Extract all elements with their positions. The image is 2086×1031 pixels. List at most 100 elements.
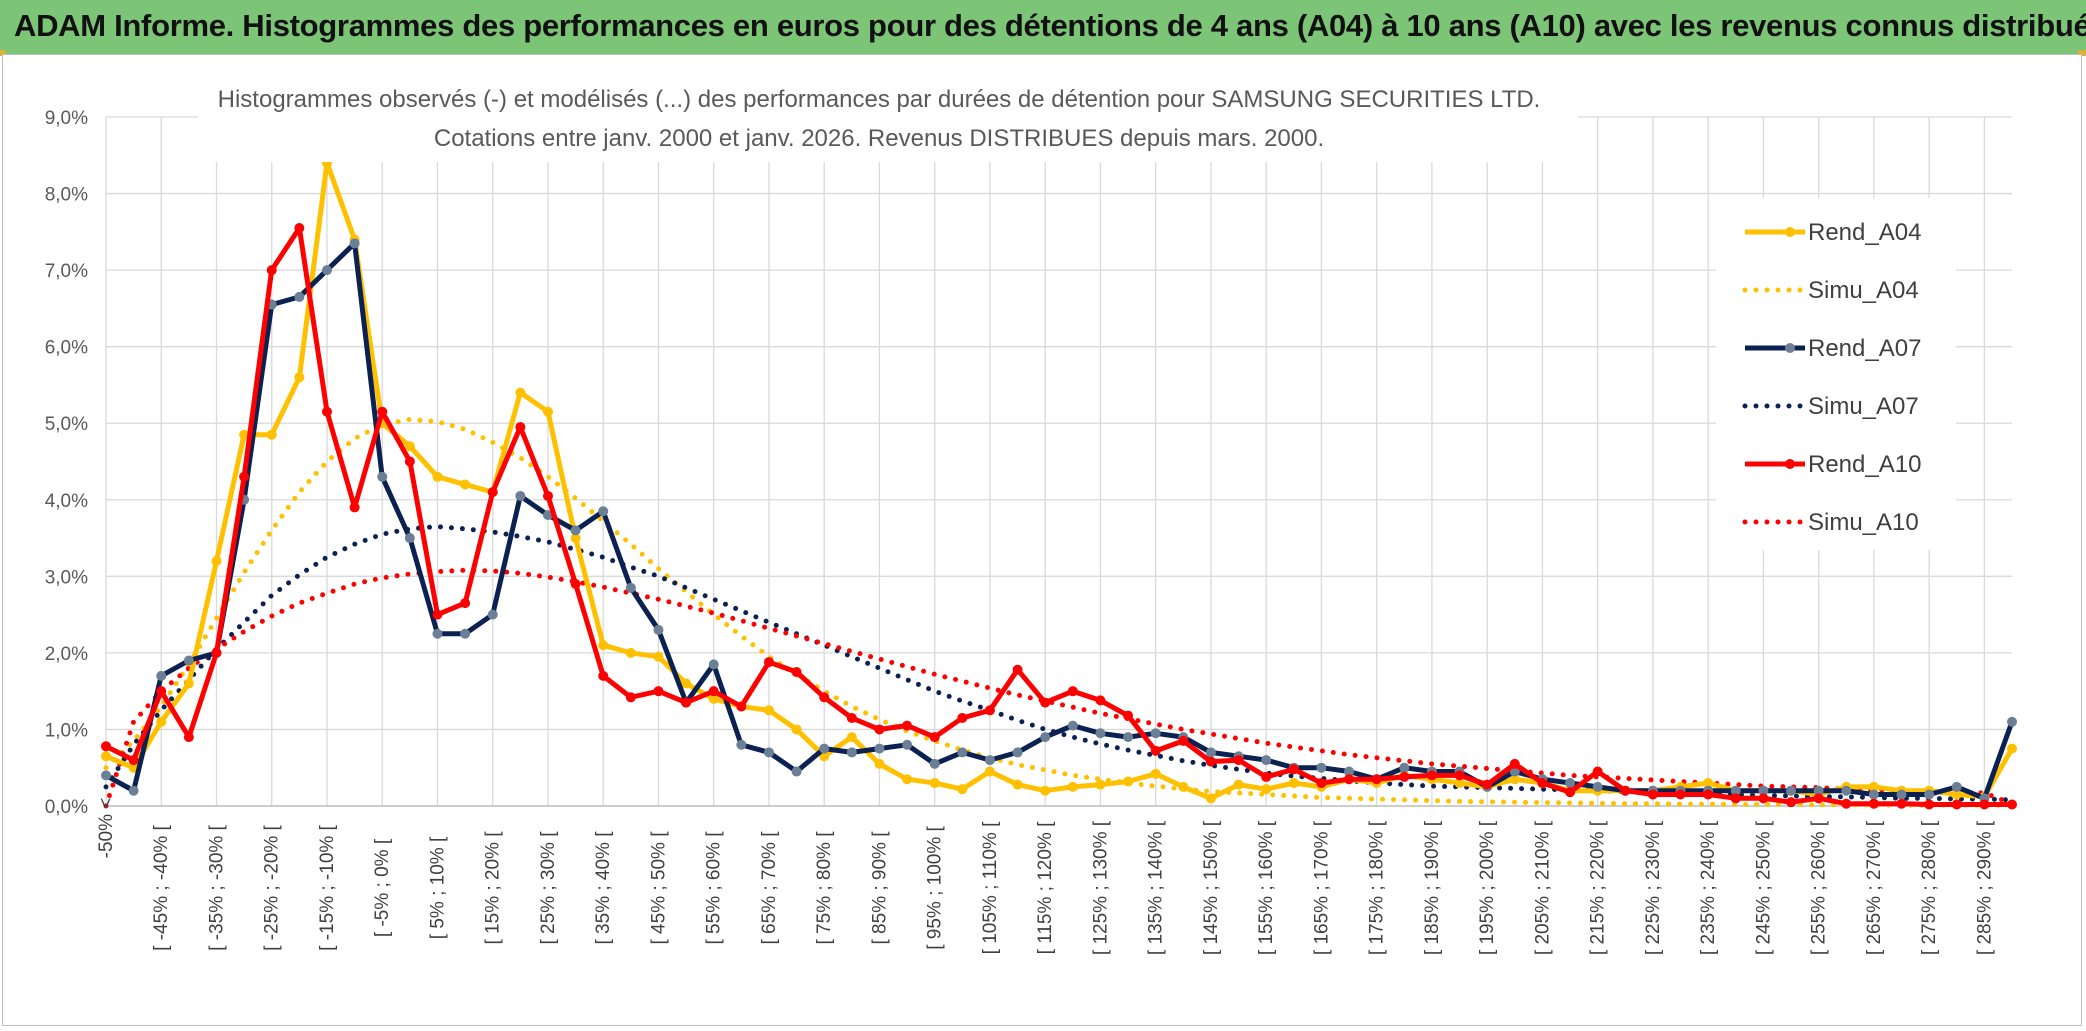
data-point [1150,768,1161,779]
x-tick-label: [ -45% ; -40% [ [151,824,172,950]
data-point [1095,728,1106,739]
x-tick-label: [ 125% ; 130% [ [1090,820,1111,955]
data-point [763,705,774,716]
data-point [763,657,774,668]
data-point [266,429,277,440]
data-point [1786,797,1797,808]
data-point [1509,774,1520,785]
series-line [104,240,2015,801]
corner-accent-left [0,50,6,56]
data-point [432,609,443,620]
data-point [1868,781,1879,792]
data-point [1205,793,1216,804]
data-point [377,471,388,482]
data-point [1675,789,1686,800]
data-point [1316,762,1327,773]
data-point [211,647,222,658]
legend-marker [1785,227,1795,237]
x-tick-label: [ 145% ; 150% [ [1201,820,1222,955]
data-point [929,758,940,769]
data-point [294,291,305,302]
x-tick-label: [ 15% ; 20% [ [483,831,504,945]
x-tick-label: [ 175% ; 180% [ [1367,820,1388,955]
series-line [103,524,2015,803]
data-point [515,387,526,398]
data-point [101,751,111,762]
data-point [791,724,802,735]
data-point [1150,728,1161,739]
data-point [1537,778,1548,789]
x-tick-label: [ 5% ; 10% [ [427,836,448,939]
data-point [1951,799,1962,810]
data-point [1565,787,1576,798]
x-tick-label: [ 35% ; 40% [ [593,831,614,945]
data-point [1592,766,1603,777]
data-point [1233,779,1244,790]
x-tick-label: [ 45% ; 50% [ [648,831,669,945]
data-point [1123,710,1134,721]
data-point [846,732,857,743]
x-tick-label: [ 115% ; 120% [ [1035,821,1056,954]
x-tick-label: [ 265% ; 270% [ [1864,820,1885,955]
data-point [1841,798,1852,809]
legend-label: Simu_A10 [1808,509,1919,536]
data-point [1841,785,1852,796]
data-point [183,655,194,666]
data-point [1261,784,1272,795]
data-point [377,406,388,417]
data-point [432,471,443,482]
x-tick-label: [ 55% ; 60% [ [704,831,725,945]
x-tick-label: [ 215% ; 220% [ [1588,820,1609,955]
data-point [1261,771,1272,782]
data-point [1150,745,1161,756]
y-tick-label: 5,0% [45,414,88,435]
data-point [653,686,664,697]
report-title: ADAM Informe. Histogrammes des performan… [14,8,2086,43]
x-tick-label: [ -5% ; 0% [ [372,838,393,937]
data-point [791,766,802,777]
x-tick-label: [ 135% ; 140% [ [1146,820,1167,955]
series-layer [101,157,2017,810]
data-point [321,265,332,276]
data-point [1067,720,1078,731]
data-point [1288,764,1299,775]
data-point [598,506,609,517]
data-point [1012,664,1023,675]
data-point [2007,743,2017,754]
legend-item-simu_a10: Simu_A10 [1742,509,1919,536]
x-tick-label: [ 195% ; 200% [ [1477,820,1498,955]
data-point [1012,779,1023,790]
data-point [460,479,471,490]
data-point [570,525,581,536]
data-point [1344,766,1355,777]
x-tick-label: [ -15% ; -10% [ [317,824,338,950]
x-tick-label: [ 255% ; 260% [ [1809,820,1830,955]
data-point [1565,778,1576,789]
data-point [1924,799,1935,810]
y-tick-label: 3,0% [45,567,88,588]
data-point [681,697,692,708]
x-tick-label: [ 85% ; 90% [ [869,831,890,945]
data-point [156,670,167,681]
data-point [349,502,360,513]
chart-title-backdrop [198,80,1578,162]
data-point [819,743,830,754]
x-tick-label: [ 205% ; 210% [ [1532,820,1553,955]
data-point [542,490,553,501]
data-point [957,712,968,723]
x-tick-label: [ 275% ; 280% [ [1919,820,1940,955]
data-point [1896,789,1907,800]
data-point [2007,716,2017,727]
data-point [183,678,194,689]
data-point [1399,771,1410,782]
data-point [984,755,995,766]
data-point [957,747,968,758]
y-tick-label: 7,0% [45,261,88,282]
data-point [1371,774,1382,785]
data-point [1095,779,1106,790]
data-point [1592,781,1603,792]
data-point [736,739,747,750]
x-tick-label: [ 105% ; 110% [ [980,821,1001,954]
data-point [321,406,332,417]
